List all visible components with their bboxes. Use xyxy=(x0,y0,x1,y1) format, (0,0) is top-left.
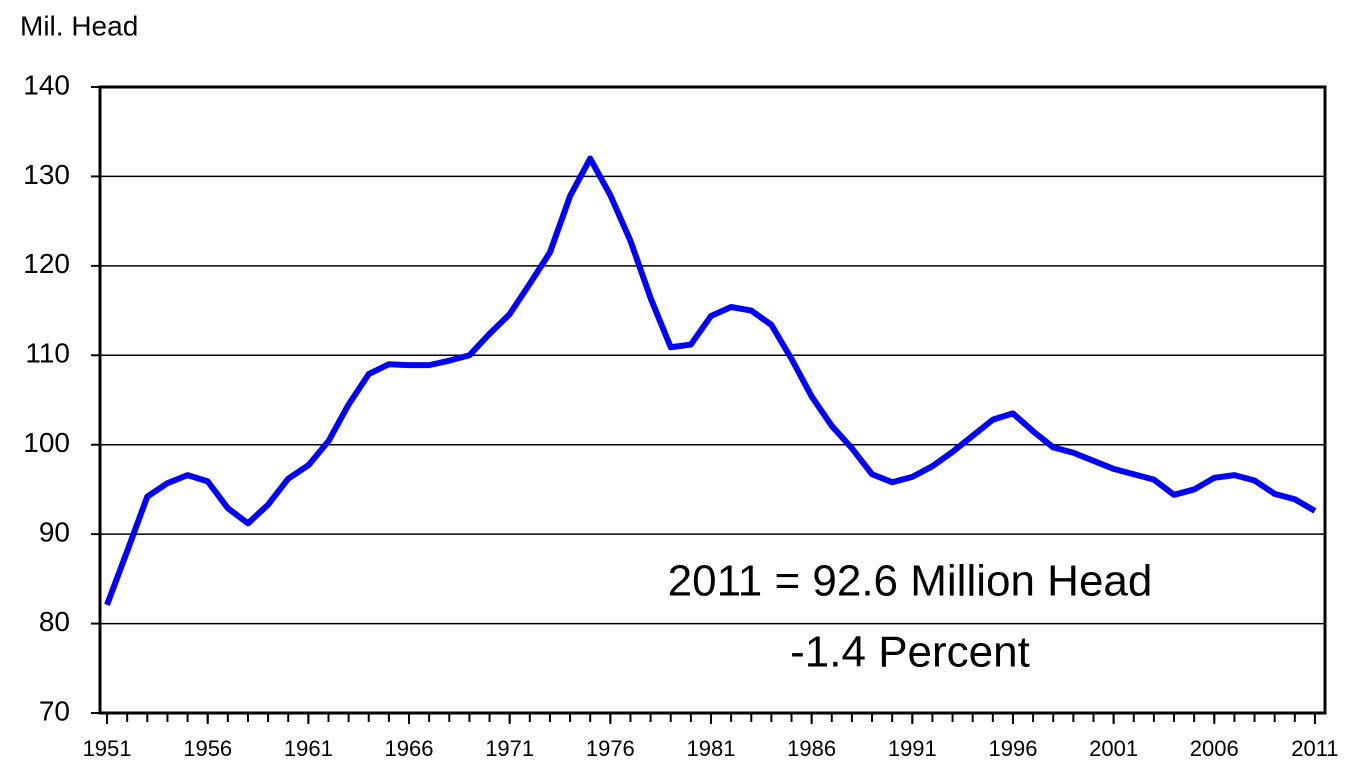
y-tick-label: 90 xyxy=(39,517,70,548)
data-line xyxy=(104,155,1317,606)
y-tick-label: 140 xyxy=(23,69,70,100)
y-tick-label: 110 xyxy=(25,338,70,369)
x-tick-label: 2006 xyxy=(1190,736,1239,761)
x-tick-label: 1961 xyxy=(284,736,333,761)
x-tick-label: 2011 xyxy=(1291,736,1338,761)
x-tick-label: 1981 xyxy=(687,736,736,761)
y-tick-label: 70 xyxy=(39,695,70,726)
x-tick-label: 1966 xyxy=(385,736,434,761)
x-tick-label: 1976 xyxy=(586,736,635,761)
x-tick-label: 1996 xyxy=(988,736,1037,761)
y-tick-label: 80 xyxy=(39,606,70,637)
x-tick-label: 1986 xyxy=(787,736,836,761)
x-tick-label: 1956 xyxy=(183,736,232,761)
y-axis-label: Mil. Head xyxy=(20,10,138,41)
y-tick-label: 100 xyxy=(23,427,70,458)
x-tick-label: 1991 xyxy=(888,736,937,761)
x-tick-label: 1951 xyxy=(83,736,132,761)
annotation: 2011 = 92.6 Million Head xyxy=(668,557,1153,606)
plot-frame xyxy=(98,85,1327,715)
y-tick-label: 130 xyxy=(23,159,70,190)
x-tick-label: 1971 xyxy=(485,736,534,761)
x-tick-label: 2001 xyxy=(1089,736,1138,761)
annotation: -1.4 Percent xyxy=(790,628,1030,677)
y-tick-label: 120 xyxy=(23,248,70,279)
